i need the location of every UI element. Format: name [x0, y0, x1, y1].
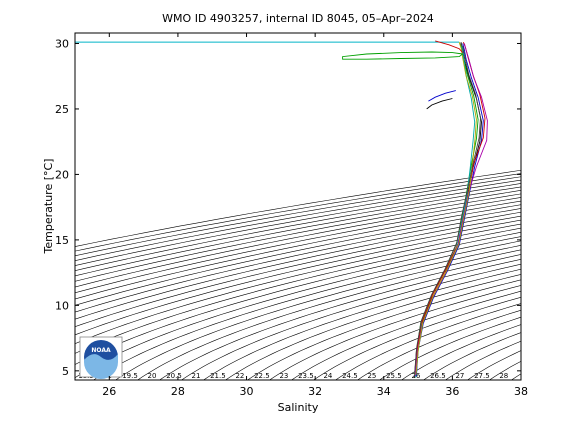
- contour-label: 26.5: [430, 372, 446, 380]
- isopycnal-line: [313, 296, 521, 380]
- contour-label: 27: [455, 372, 464, 380]
- x-tick-label: 38: [514, 385, 528, 398]
- contour-label: 19.5: [122, 372, 138, 380]
- isopycnal-line: [75, 179, 521, 261]
- isopycnal-line: [225, 274, 521, 380]
- noaa-logo: NOAA: [79, 336, 123, 379]
- contour-label: 23: [279, 372, 288, 380]
- isopycnal-line: [75, 240, 521, 379]
- isopycnal-line: [75, 200, 521, 294]
- contour-label: 25: [367, 372, 376, 380]
- plot-area: [75, 33, 521, 380]
- profiles: [342, 40, 488, 378]
- y-tick-label: 30: [55, 37, 69, 50]
- x-tick-label: 26: [102, 385, 116, 398]
- y-axis-label: Temperature [°C]: [42, 159, 55, 255]
- isopycnal-line: [269, 285, 521, 380]
- contour-label: 28: [499, 372, 508, 380]
- profile-line: [342, 51, 463, 60]
- isopycnal-line: [75, 173, 521, 252]
- x-tick-label: 36: [445, 385, 459, 398]
- isopycnal-line: [75, 236, 521, 365]
- isopycnal-line: [247, 279, 521, 380]
- contour-label: 22: [235, 372, 244, 380]
- isopycnal-line: [75, 227, 521, 345]
- isopycnal-line: [556, 33, 576, 380]
- isopycnal-line: [379, 316, 521, 380]
- axes-frame: [74, 32, 522, 381]
- x-tick-label: 34: [377, 385, 391, 398]
- contour-labels: 18.51919.52020.52121.52222.52323.52424.5…: [78, 372, 508, 380]
- contour-label: 24: [323, 372, 332, 380]
- y-tick-label: 5: [62, 365, 69, 378]
- profile-line: [428, 90, 456, 102]
- logo-wave: [84, 354, 118, 379]
- isopycnal-line: [137, 254, 521, 380]
- isopycnal-line: [75, 231, 521, 354]
- profile-line: [435, 40, 464, 53]
- isopycnal-line: [203, 268, 521, 380]
- profile-line: [426, 98, 453, 110]
- y-tick-label: 25: [55, 103, 69, 116]
- contour-label: 20.5: [166, 372, 182, 380]
- contour-label: 23.5: [298, 372, 314, 380]
- isopycnal-line: [75, 183, 521, 266]
- isopycnal-line: [75, 223, 521, 336]
- logo-text: NOAA: [91, 347, 111, 354]
- isopycnal-line: [291, 290, 521, 380]
- isopycnal-line: [75, 176, 521, 257]
- isopycnal-line: [75, 190, 521, 277]
- contour-label: 22.5: [254, 372, 270, 380]
- contour-label: 27.5: [474, 372, 490, 380]
- isopycnal-line: [75, 219, 521, 328]
- x-tick-label: 32: [308, 385, 322, 398]
- y-tick-label: 15: [55, 234, 69, 247]
- isopycnal-line: [181, 263, 521, 380]
- isopycnal-line: [75, 193, 521, 282]
- y-tick-label: 10: [55, 299, 69, 312]
- contour-label: 21.5: [210, 372, 226, 380]
- x-axis-label: Salinity: [278, 401, 319, 414]
- density-contours: [75, 33, 576, 380]
- isopycnal-line: [534, 33, 576, 380]
- y-tick-label: 20: [55, 168, 69, 181]
- contour-label: 24.5: [342, 372, 358, 380]
- isopycnal-line: [93, 245, 521, 380]
- isopycnal-line: [357, 309, 521, 380]
- y-axis-ticks: 5 10 15 20 25 30: [55, 37, 521, 378]
- isopycnal-line: [75, 204, 521, 300]
- profile-line: [414, 43, 481, 374]
- profile-line: [415, 42, 477, 375]
- isopycnal-line: [75, 186, 521, 272]
- contour-label: 20: [148, 372, 157, 380]
- isopycnal-line: [159, 258, 521, 380]
- contour-label: 21: [192, 372, 201, 380]
- isopycnal-line: [335, 303, 521, 380]
- x-axis-ticks: 26 28 30 32 34 36 38: [102, 33, 528, 398]
- x-tick-label: 28: [171, 385, 185, 398]
- x-tick-label: 30: [240, 385, 254, 398]
- chart-title: WMO ID 4903257, internal ID 8045, 05–Apr…: [162, 12, 434, 25]
- isopycnal-line: [75, 169, 521, 247]
- contour-label: 25.5: [386, 372, 402, 380]
- isopycnal-line: [115, 249, 521, 380]
